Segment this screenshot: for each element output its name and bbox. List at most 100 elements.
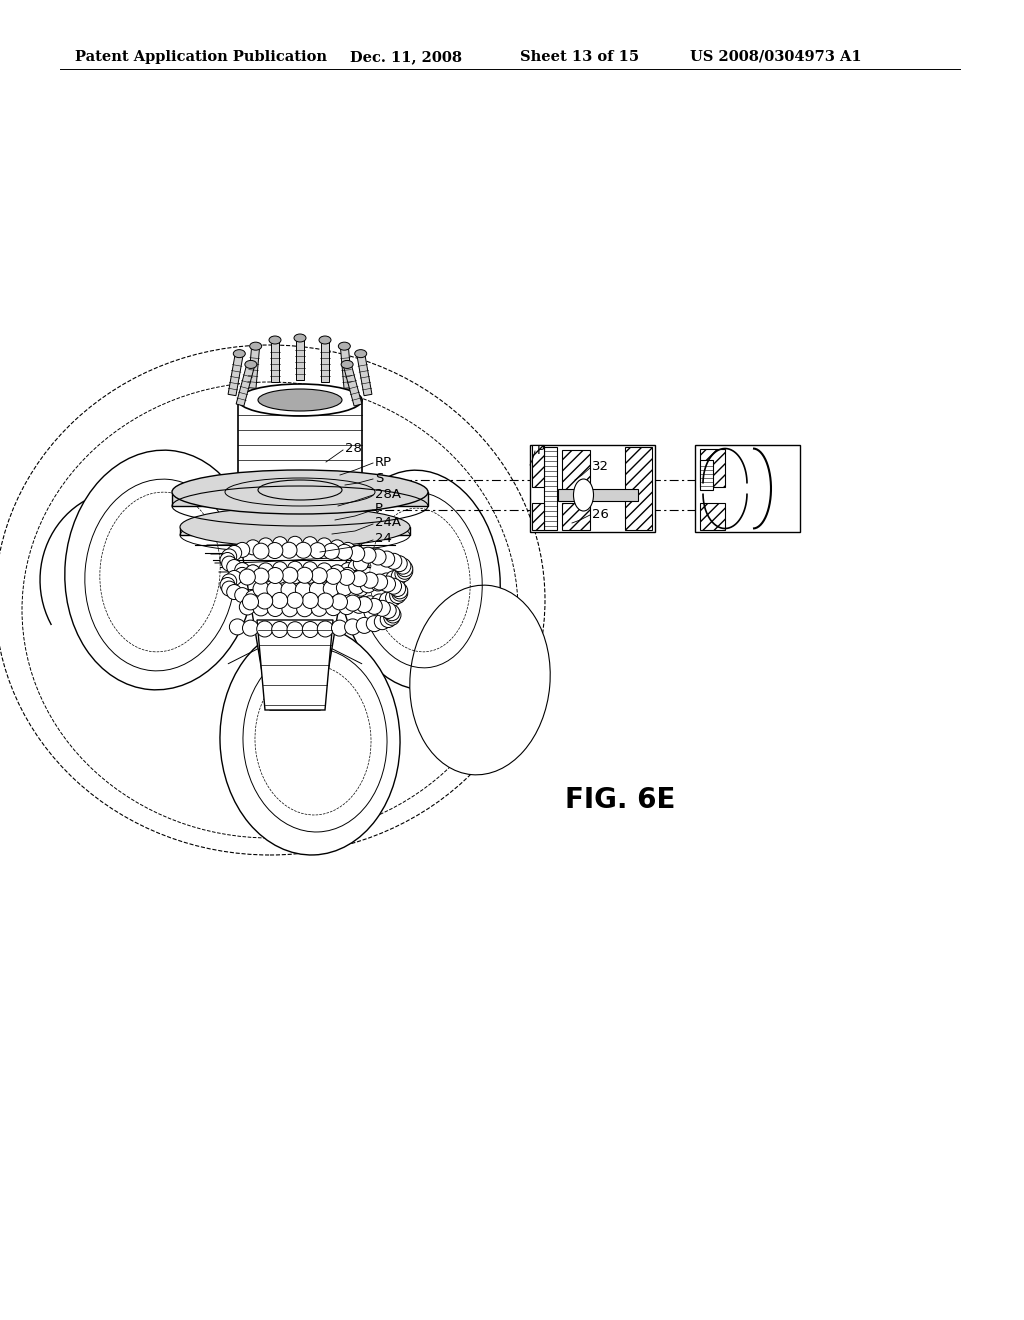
Circle shape bbox=[272, 593, 288, 609]
Polygon shape bbox=[321, 342, 329, 381]
Circle shape bbox=[351, 598, 367, 614]
Circle shape bbox=[349, 545, 365, 561]
Circle shape bbox=[390, 587, 406, 603]
Circle shape bbox=[302, 569, 317, 583]
Circle shape bbox=[246, 565, 260, 581]
Circle shape bbox=[246, 565, 260, 579]
Circle shape bbox=[220, 553, 234, 568]
Bar bbox=[700, 459, 713, 490]
Circle shape bbox=[370, 549, 386, 565]
Bar bbox=[700, 503, 725, 531]
Circle shape bbox=[221, 549, 237, 564]
Ellipse shape bbox=[172, 470, 428, 513]
Circle shape bbox=[355, 553, 370, 568]
Circle shape bbox=[253, 599, 269, 616]
Circle shape bbox=[392, 583, 408, 599]
Circle shape bbox=[356, 618, 373, 634]
Ellipse shape bbox=[220, 626, 400, 855]
Circle shape bbox=[226, 560, 242, 574]
Polygon shape bbox=[240, 540, 350, 710]
Circle shape bbox=[317, 593, 333, 609]
Bar bbox=[558, 488, 638, 502]
Text: RP: RP bbox=[375, 455, 392, 469]
Ellipse shape bbox=[250, 342, 262, 350]
Circle shape bbox=[372, 594, 388, 610]
Circle shape bbox=[295, 582, 311, 598]
Circle shape bbox=[384, 610, 399, 626]
Circle shape bbox=[226, 545, 242, 561]
Circle shape bbox=[316, 562, 332, 578]
Circle shape bbox=[386, 553, 401, 569]
Text: P: P bbox=[537, 444, 545, 457]
Bar bbox=[180, 527, 410, 535]
Circle shape bbox=[391, 569, 408, 585]
Circle shape bbox=[246, 540, 260, 554]
Circle shape bbox=[288, 536, 302, 552]
Circle shape bbox=[272, 562, 288, 577]
Circle shape bbox=[356, 597, 373, 612]
Circle shape bbox=[302, 593, 317, 609]
Circle shape bbox=[297, 601, 312, 616]
Circle shape bbox=[348, 560, 364, 574]
Circle shape bbox=[311, 601, 328, 616]
Circle shape bbox=[367, 615, 382, 632]
Circle shape bbox=[258, 568, 273, 582]
Circle shape bbox=[282, 601, 298, 616]
Ellipse shape bbox=[238, 384, 362, 416]
Circle shape bbox=[267, 568, 284, 583]
Text: Patent Application Publication: Patent Application Publication bbox=[75, 50, 327, 63]
Text: P: P bbox=[375, 503, 383, 516]
Circle shape bbox=[372, 574, 388, 590]
Circle shape bbox=[240, 569, 255, 585]
Ellipse shape bbox=[269, 337, 281, 345]
Ellipse shape bbox=[319, 337, 331, 345]
Ellipse shape bbox=[573, 479, 594, 511]
Polygon shape bbox=[248, 347, 259, 388]
Circle shape bbox=[258, 539, 273, 553]
Circle shape bbox=[337, 579, 352, 595]
Circle shape bbox=[257, 593, 272, 609]
Circle shape bbox=[375, 601, 390, 616]
Circle shape bbox=[281, 543, 297, 558]
Circle shape bbox=[317, 620, 333, 638]
Text: 24: 24 bbox=[375, 532, 392, 545]
Text: 24A: 24A bbox=[375, 516, 401, 529]
Circle shape bbox=[229, 619, 246, 635]
Circle shape bbox=[253, 568, 269, 585]
Circle shape bbox=[380, 576, 395, 593]
Bar bbox=[532, 503, 544, 531]
Circle shape bbox=[340, 568, 355, 582]
Circle shape bbox=[396, 561, 413, 577]
Circle shape bbox=[360, 548, 376, 564]
Circle shape bbox=[302, 537, 317, 552]
Circle shape bbox=[272, 537, 288, 552]
Circle shape bbox=[375, 614, 390, 630]
Circle shape bbox=[386, 578, 401, 594]
Circle shape bbox=[288, 569, 302, 583]
Bar bbox=[561, 450, 590, 490]
Circle shape bbox=[253, 543, 269, 560]
Circle shape bbox=[234, 568, 250, 582]
Text: S: S bbox=[375, 471, 383, 484]
Circle shape bbox=[302, 622, 318, 638]
Circle shape bbox=[288, 594, 302, 609]
Circle shape bbox=[339, 569, 354, 585]
Circle shape bbox=[379, 550, 394, 568]
Circle shape bbox=[221, 581, 237, 597]
Circle shape bbox=[234, 543, 250, 557]
Circle shape bbox=[302, 562, 317, 577]
Bar bbox=[532, 445, 544, 487]
Circle shape bbox=[353, 574, 369, 589]
Circle shape bbox=[272, 569, 288, 583]
Circle shape bbox=[234, 562, 250, 578]
Circle shape bbox=[246, 590, 260, 605]
Circle shape bbox=[380, 611, 396, 627]
Circle shape bbox=[288, 561, 302, 577]
Circle shape bbox=[281, 582, 297, 598]
Polygon shape bbox=[228, 355, 243, 396]
Bar bbox=[530, 445, 655, 532]
Circle shape bbox=[348, 585, 364, 599]
Text: 32: 32 bbox=[592, 461, 609, 474]
Circle shape bbox=[395, 558, 411, 574]
Ellipse shape bbox=[180, 507, 410, 546]
